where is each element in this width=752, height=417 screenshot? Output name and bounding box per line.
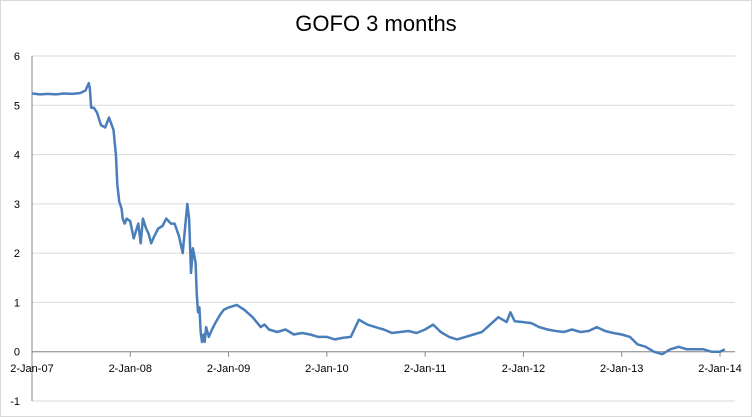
x-tick-label: 2-Jan-07 (10, 363, 53, 375)
y-tick-label: 5 (14, 100, 20, 112)
x-tick-label: 2-Jan-13 (600, 363, 643, 375)
y-axis-ticks: -1 0 1 2 3 4 5 6 (10, 51, 20, 408)
x-axis-ticks: 2-Jan-07 2-Jan-08 2-Jan-09 2-Jan-10 2-Jan-11… (10, 351, 742, 375)
axes (31, 56, 735, 401)
x-tick-label: 2-Jan-09 (207, 363, 250, 375)
x-tick-label: 2-Jan-10 (305, 363, 348, 375)
y-tick-label: -1 (10, 396, 20, 408)
series-line (31, 81, 726, 356)
x-tick-label: 2-Jan-11 (404, 363, 447, 375)
y-tick-label: 3 (14, 199, 20, 211)
y-tick-label: 6 (14, 51, 20, 63)
y-tick-label: 0 (14, 347, 20, 359)
y-tick-label: 1 (14, 297, 20, 309)
series-group (31, 81, 726, 356)
chart-title: GOFO 3 months (295, 11, 457, 36)
y-tick-label: 4 (14, 150, 20, 162)
x-tick-label: 2-Jan-12 (502, 363, 545, 375)
x-tick-label: 2-Jan-14 (698, 363, 741, 375)
y-tick-label: 2 (14, 248, 20, 260)
x-tick-label: 2-Jan-08 (109, 363, 152, 375)
